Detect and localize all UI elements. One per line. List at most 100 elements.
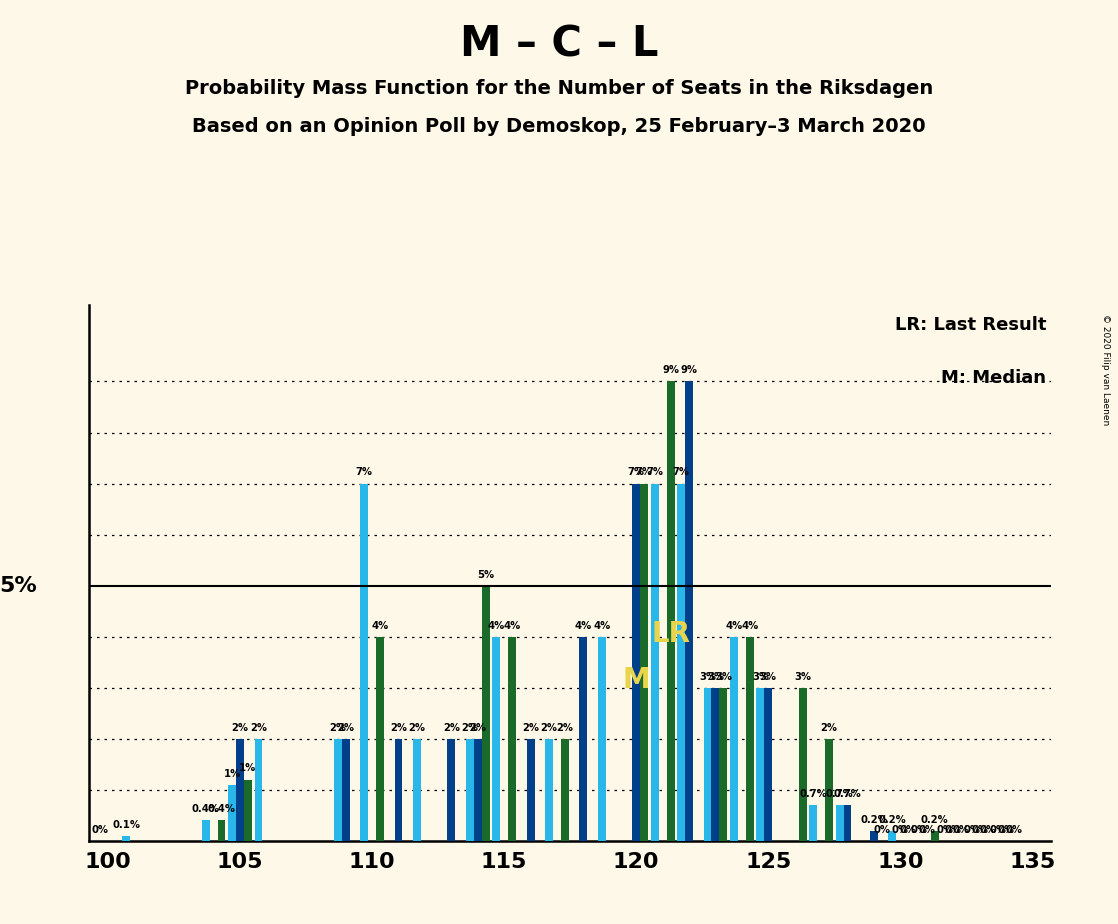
Bar: [746, 637, 754, 841]
Bar: [889, 831, 897, 841]
Bar: [809, 805, 817, 841]
Bar: [719, 687, 728, 841]
Text: 0.7%: 0.7%: [826, 789, 853, 799]
Text: 1%: 1%: [239, 763, 256, 773]
Bar: [334, 739, 342, 841]
Text: 2%: 2%: [231, 723, 248, 733]
Bar: [508, 637, 517, 841]
Text: 0%: 0%: [900, 825, 917, 834]
Text: 0.7%: 0.7%: [834, 789, 861, 799]
Text: 3%: 3%: [699, 672, 716, 682]
Text: 3%: 3%: [794, 672, 812, 682]
Text: 3%: 3%: [714, 672, 732, 682]
Bar: [651, 483, 659, 841]
Bar: [360, 483, 368, 841]
Bar: [546, 739, 553, 841]
Text: 9%: 9%: [662, 365, 679, 375]
Text: 0.2%: 0.2%: [879, 815, 907, 824]
Text: 4%: 4%: [487, 621, 505, 630]
Text: 4%: 4%: [741, 621, 758, 630]
Bar: [466, 739, 474, 841]
Bar: [527, 739, 534, 841]
Bar: [342, 739, 350, 841]
Text: 0%: 0%: [937, 825, 954, 834]
Bar: [255, 739, 263, 841]
Bar: [711, 687, 719, 841]
Text: 0%: 0%: [953, 825, 969, 834]
Text: M: Median: M: Median: [941, 370, 1046, 387]
Text: 7%: 7%: [636, 468, 653, 478]
Text: © 2020 Filip van Laenen: © 2020 Filip van Laenen: [1101, 314, 1110, 425]
Text: 0%: 0%: [92, 825, 108, 834]
Text: 2%: 2%: [250, 723, 267, 733]
Text: 2%: 2%: [329, 723, 347, 733]
Bar: [395, 739, 402, 841]
Text: 2%: 2%: [462, 723, 479, 733]
Text: 2%: 2%: [470, 723, 486, 733]
Bar: [598, 637, 606, 841]
Text: 0.2%: 0.2%: [921, 815, 948, 824]
Bar: [474, 739, 482, 841]
Text: 2%: 2%: [443, 723, 459, 733]
Text: 0%: 0%: [918, 825, 936, 834]
Text: 3%: 3%: [760, 672, 777, 682]
Bar: [413, 739, 421, 841]
Text: 0.4%: 0.4%: [208, 804, 236, 814]
Text: 2%: 2%: [408, 723, 426, 733]
Bar: [633, 483, 641, 841]
Bar: [765, 687, 773, 841]
Text: 0%: 0%: [910, 825, 927, 834]
Bar: [218, 821, 226, 841]
Bar: [201, 821, 210, 841]
Text: 2%: 2%: [390, 723, 407, 733]
Bar: [703, 687, 711, 841]
Text: 5%: 5%: [477, 569, 494, 579]
Text: Probability Mass Function for the Number of Seats in the Riksdagen: Probability Mass Function for the Number…: [184, 79, 934, 98]
Text: 0.4%: 0.4%: [191, 804, 219, 814]
Text: LR: Last Result: LR: Last Result: [894, 316, 1046, 334]
Text: 1%: 1%: [224, 769, 240, 779]
Text: 0%: 0%: [1005, 825, 1023, 834]
Text: 0.7%: 0.7%: [799, 789, 827, 799]
Text: 2%: 2%: [338, 723, 354, 733]
Text: 5%: 5%: [0, 576, 37, 596]
Text: 7%: 7%: [356, 468, 372, 478]
Bar: [447, 739, 455, 841]
Text: M – C – L: M – C – L: [459, 23, 659, 65]
Text: 0%: 0%: [997, 825, 1014, 834]
Text: LR: LR: [651, 620, 690, 648]
Bar: [678, 483, 685, 841]
Bar: [757, 687, 765, 841]
Bar: [666, 382, 674, 841]
Text: 7%: 7%: [673, 468, 690, 478]
Text: 9%: 9%: [681, 365, 698, 375]
Bar: [798, 687, 806, 841]
Bar: [123, 835, 131, 841]
Text: 3%: 3%: [752, 672, 769, 682]
Bar: [482, 586, 490, 841]
Bar: [641, 483, 648, 841]
Text: 7%: 7%: [627, 468, 645, 478]
Text: 2%: 2%: [522, 723, 539, 733]
Text: 0%: 0%: [989, 825, 1006, 834]
Bar: [579, 637, 587, 841]
Bar: [244, 780, 252, 841]
Bar: [825, 739, 833, 841]
Text: 0%: 0%: [873, 825, 890, 834]
Text: 2%: 2%: [821, 723, 837, 733]
Text: 4%: 4%: [726, 621, 742, 630]
Bar: [561, 739, 569, 841]
Text: 0%: 0%: [892, 825, 909, 834]
Text: M: M: [623, 666, 650, 694]
Bar: [685, 382, 693, 841]
Bar: [730, 637, 738, 841]
Text: 0%: 0%: [945, 825, 961, 834]
Text: 0%: 0%: [979, 825, 996, 834]
Text: 4%: 4%: [371, 621, 389, 630]
Bar: [236, 739, 244, 841]
Text: Based on an Opinion Poll by Demoskop, 25 February–3 March 2020: Based on an Opinion Poll by Demoskop, 25…: [192, 117, 926, 137]
Text: 4%: 4%: [594, 621, 610, 630]
Bar: [376, 637, 383, 841]
Bar: [492, 637, 500, 841]
Text: 2%: 2%: [540, 723, 558, 733]
